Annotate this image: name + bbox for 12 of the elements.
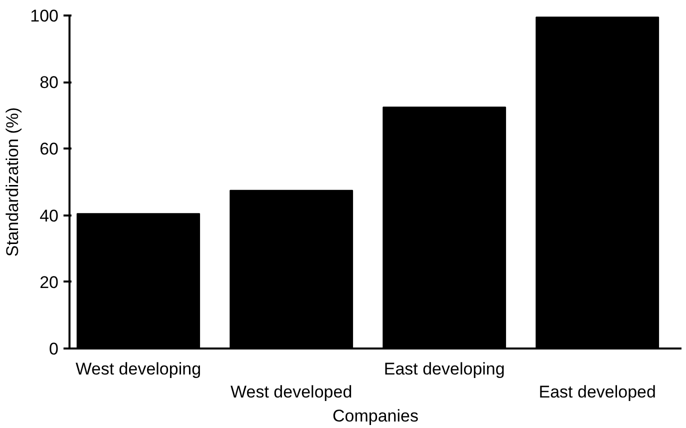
x-tick-label: West developed: [230, 382, 352, 402]
y-tick-label: 20: [40, 272, 59, 292]
x-tick-label: West developing: [76, 360, 202, 378]
x-tick-label: East developed: [538, 382, 656, 402]
y-tick-label: 80: [40, 73, 59, 92]
x-tick-label: East developing: [384, 360, 505, 378]
y-tick-label: 100: [30, 6, 59, 26]
y-tick-label: 40: [40, 206, 59, 226]
y-axis-title: Standardization (%): [3, 107, 22, 257]
y-tick-label: 60: [40, 140, 59, 159]
x-axis-title: Companies: [332, 406, 419, 426]
y-tick-label: 0: [49, 340, 59, 358]
